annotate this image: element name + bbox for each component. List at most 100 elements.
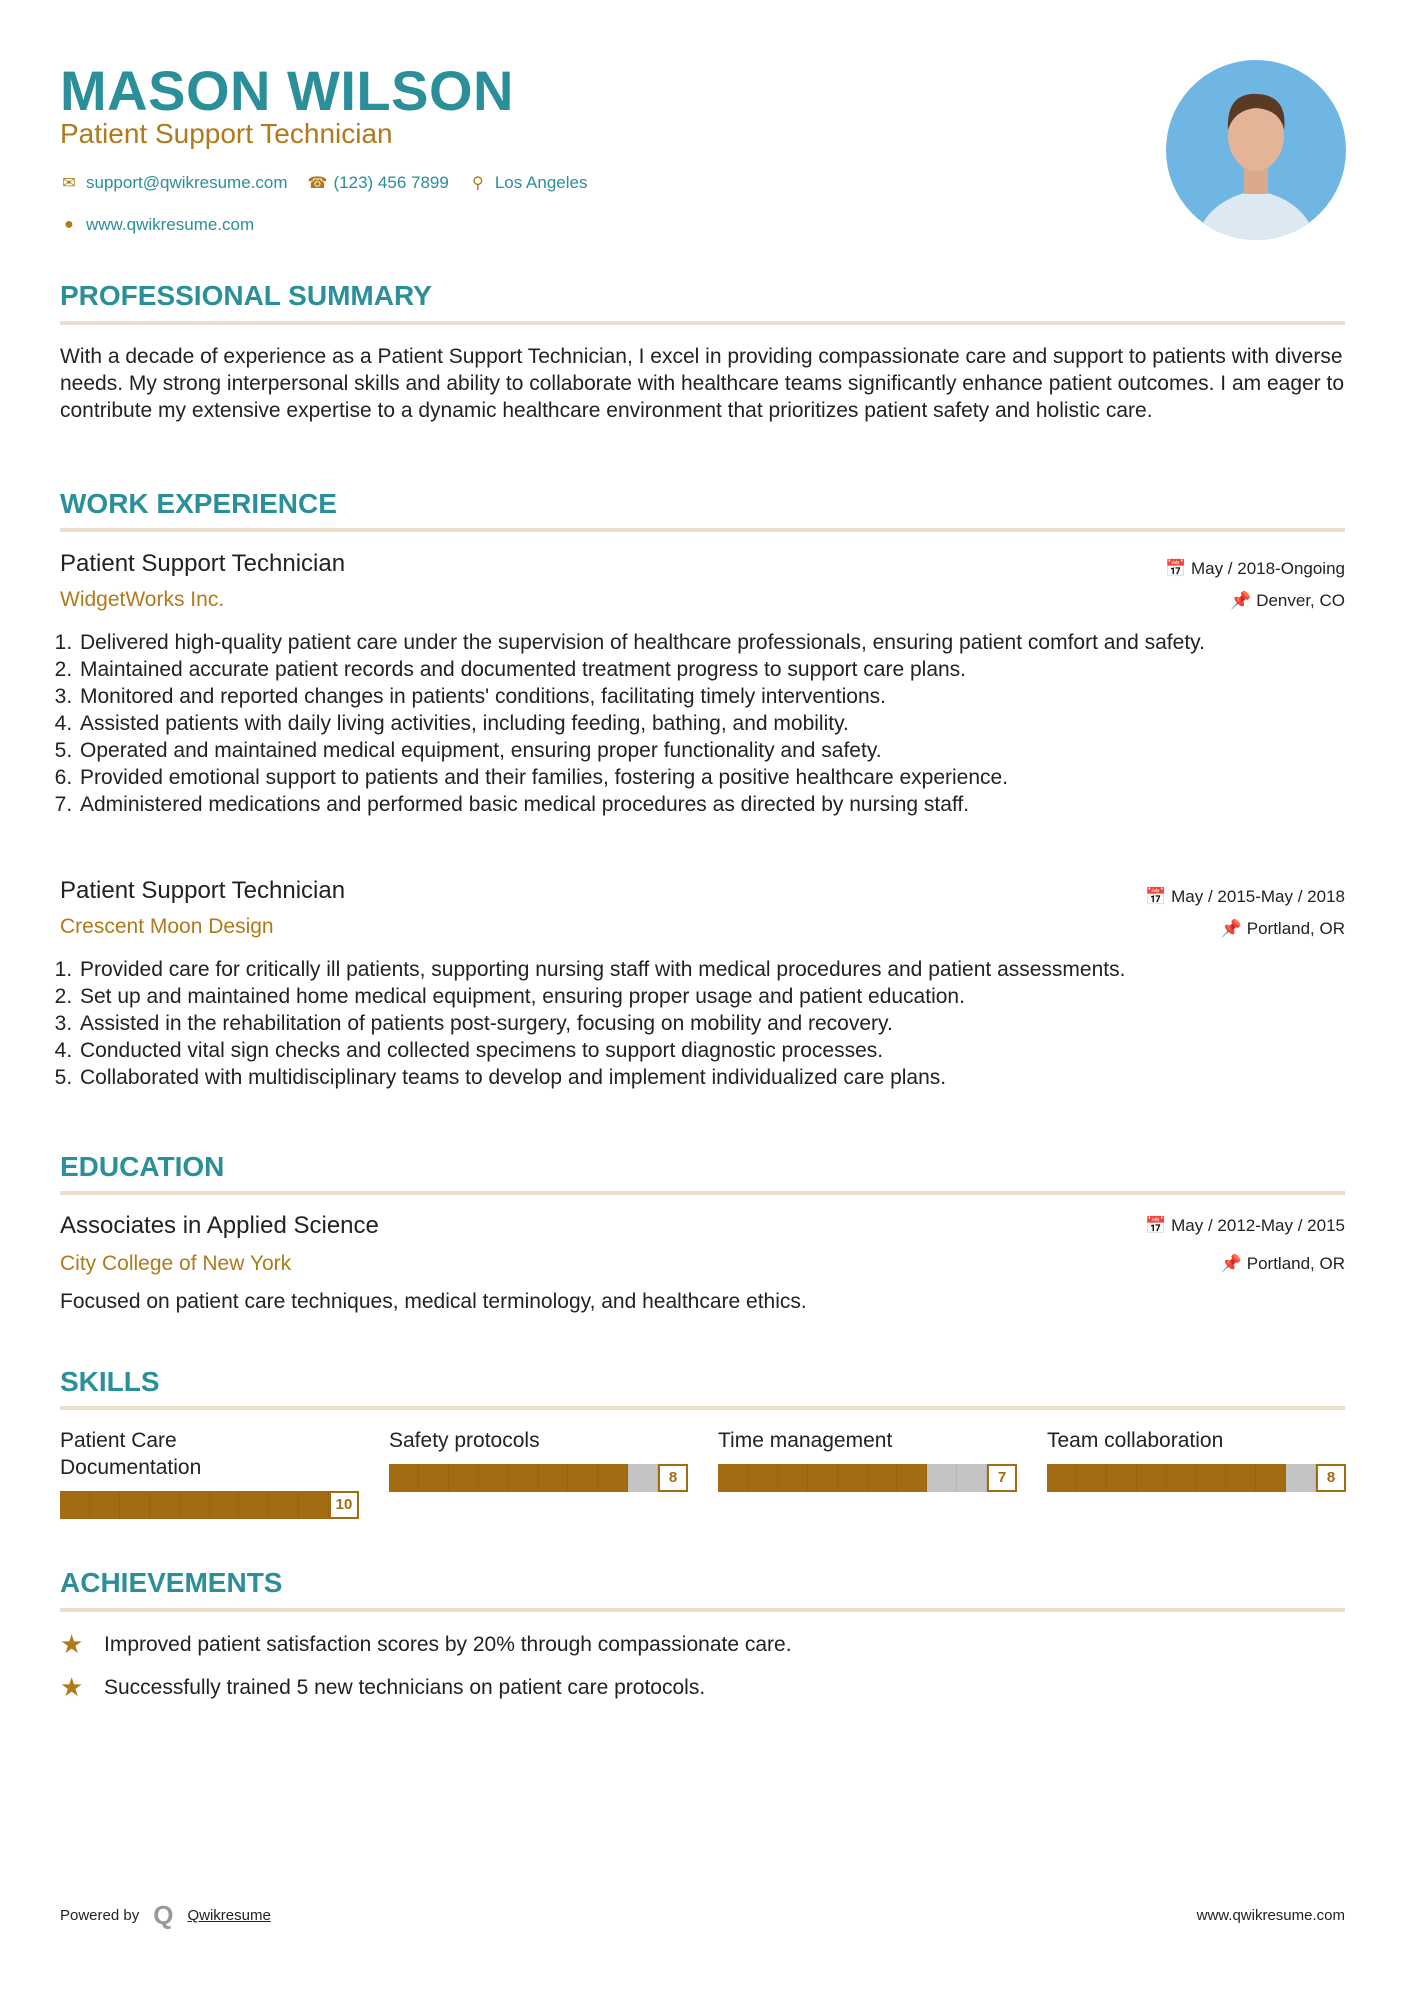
skill-level-value: 10 bbox=[329, 1491, 359, 1519]
skill-segment bbox=[1136, 1464, 1167, 1492]
list-item: Delivered high-quality patient care unde… bbox=[78, 629, 1368, 656]
skill-segment bbox=[1106, 1464, 1137, 1492]
dates-text: May / 2018-Ongoing bbox=[1190, 559, 1345, 578]
list-item: Set up and maintained home medical equip… bbox=[78, 983, 1368, 1010]
skill-level-bar: 8 bbox=[1047, 1464, 1347, 1492]
phone-icon: ☎ bbox=[307, 175, 328, 192]
skill-segment bbox=[1076, 1464, 1107, 1492]
qwikresume-logo-icon: Q bbox=[153, 1900, 174, 1930]
divider bbox=[60, 1191, 1345, 1195]
job-dates: 📅 May / 2015-May / 2018 bbox=[1145, 887, 1345, 907]
phone-link[interactable]: (123) 456 7899 bbox=[333, 173, 449, 192]
footer-website[interactable]: www.qwikresume.com bbox=[1196, 1907, 1345, 1924]
location-text: Portland, OR bbox=[1246, 919, 1345, 938]
summary-text: With a decade of experience as a Patient… bbox=[60, 345, 1345, 422]
list-item: Collaborated with multidisciplinary team… bbox=[78, 1064, 1368, 1091]
map-pin-icon: ⚲ bbox=[471, 175, 484, 192]
job-company: Crescent Moon Design bbox=[60, 915, 274, 938]
degree: Associates in Applied Science bbox=[60, 1212, 379, 1239]
pin-icon: 📌 bbox=[1220, 1254, 1247, 1273]
skill-name: Team collaboration bbox=[1047, 1429, 1224, 1452]
job-bullets: Provided care for critically ill patient… bbox=[60, 956, 1368, 1091]
school: City College of New York bbox=[60, 1252, 292, 1275]
list-item: Assisted patients with daily living acti… bbox=[78, 710, 1368, 737]
skill-name: Time management bbox=[718, 1429, 893, 1452]
list-item: Monitored and reported changes in patien… bbox=[78, 683, 1368, 710]
website-link[interactable]: www.qwikresume.com bbox=[86, 215, 255, 234]
pin-icon: 📌 bbox=[1220, 919, 1247, 938]
job-location: 📌 Portland, OR bbox=[1221, 919, 1345, 939]
brand-link[interactable]: Qwikresume bbox=[187, 1907, 271, 1924]
edu-location: 📌 Portland, OR bbox=[1221, 1254, 1345, 1274]
skill-name: Safety protocols bbox=[389, 1429, 540, 1452]
skill-segment bbox=[448, 1464, 479, 1492]
job-title: Patient Support Technician bbox=[60, 877, 346, 904]
skill-segment bbox=[837, 1464, 868, 1492]
skill-segment bbox=[179, 1491, 210, 1519]
skill-segment bbox=[508, 1464, 539, 1492]
achievement-item: ★ Improved patient satisfaction scores by… bbox=[60, 1629, 792, 1660]
achievement-text: Successfully trained 5 new technicians o… bbox=[104, 1675, 706, 1699]
skill-level-bar: 8 bbox=[389, 1464, 689, 1492]
skill-name: Patient Care Documentation bbox=[60, 1429, 202, 1479]
skill-segment bbox=[568, 1464, 599, 1492]
achievement-text: Improved patient satisfaction scores by … bbox=[104, 1632, 792, 1656]
pin-icon: 📌 bbox=[1230, 591, 1257, 610]
divider bbox=[60, 1608, 1345, 1612]
calendar-icon: 📅 bbox=[1145, 887, 1172, 906]
skill-segment bbox=[239, 1491, 270, 1519]
candidate-name: MASON WILSON bbox=[60, 59, 514, 122]
list-item: Operated and maintained medical equipmen… bbox=[78, 737, 1368, 764]
skill-segment bbox=[1047, 1464, 1077, 1492]
avatar bbox=[1166, 60, 1346, 240]
list-item: Conducted vital sign checks and collecte… bbox=[78, 1037, 1368, 1064]
skill-segment bbox=[1166, 1464, 1197, 1492]
list-item: Maintained accurate patient records and … bbox=[78, 656, 1368, 683]
skill-segment bbox=[897, 1464, 928, 1492]
skill-segment bbox=[747, 1464, 778, 1492]
powered-by-text: Powered by bbox=[60, 1907, 140, 1924]
skill-segment bbox=[89, 1491, 120, 1519]
job-bullets: Delivered high-quality patient care unde… bbox=[60, 629, 1368, 818]
dates-text: May / 2015-May / 2018 bbox=[1171, 887, 1345, 906]
skill-segment bbox=[628, 1464, 659, 1492]
skill-item: Team collaboration 8 bbox=[1047, 1427, 1347, 1492]
list-item: Provided emotional support to patients a… bbox=[78, 764, 1368, 791]
skills-list: Patient Care Documentation 10 Safety proto… bbox=[60, 1427, 1347, 1519]
candidate-title: Patient Support Technician bbox=[60, 118, 393, 149]
skill-item: Safety protocols 8 bbox=[389, 1427, 689, 1492]
calendar-icon: 📅 bbox=[1165, 559, 1191, 578]
skill-level-bar: 7 bbox=[718, 1464, 1018, 1492]
skill-segment bbox=[807, 1464, 838, 1492]
calendar-icon: 📅 bbox=[1145, 1216, 1172, 1235]
skill-segment bbox=[598, 1464, 629, 1492]
divider bbox=[60, 528, 1345, 532]
skill-level-value: 8 bbox=[1316, 1464, 1346, 1492]
skill-segment bbox=[1286, 1464, 1317, 1492]
skill-level-bar: 10 bbox=[60, 1491, 360, 1519]
skill-segment bbox=[418, 1464, 449, 1492]
location-text: Los Angeles bbox=[494, 173, 588, 192]
list-item: Provided care for critically ill patient… bbox=[78, 956, 1368, 983]
skill-segment bbox=[927, 1464, 958, 1492]
star-icon: ★ bbox=[60, 1672, 84, 1702]
skill-segment bbox=[1196, 1464, 1227, 1492]
summary-heading: PROFESSIONAL SUMMARY bbox=[60, 280, 432, 311]
edu-dates: 📅 May / 2012-May / 2015 bbox=[1145, 1216, 1345, 1236]
skill-item: Time management 7 bbox=[718, 1427, 1018, 1492]
skill-segment bbox=[478, 1464, 509, 1492]
skill-segment bbox=[777, 1464, 808, 1492]
skill-segment bbox=[119, 1491, 150, 1519]
skill-segment bbox=[209, 1491, 240, 1519]
skill-segment bbox=[299, 1491, 330, 1519]
skill-level-value: 7 bbox=[987, 1464, 1017, 1492]
dates-text: May / 2012-May / 2015 bbox=[1171, 1216, 1345, 1235]
skill-segment bbox=[269, 1491, 300, 1519]
skill-segment bbox=[538, 1464, 569, 1492]
divider bbox=[60, 321, 1345, 325]
email-link[interactable]: support@qwikresume.com bbox=[86, 173, 288, 192]
job-title: Patient Support Technician bbox=[60, 550, 346, 577]
globe-icon: ● bbox=[64, 216, 74, 233]
skill-segment bbox=[60, 1491, 90, 1519]
